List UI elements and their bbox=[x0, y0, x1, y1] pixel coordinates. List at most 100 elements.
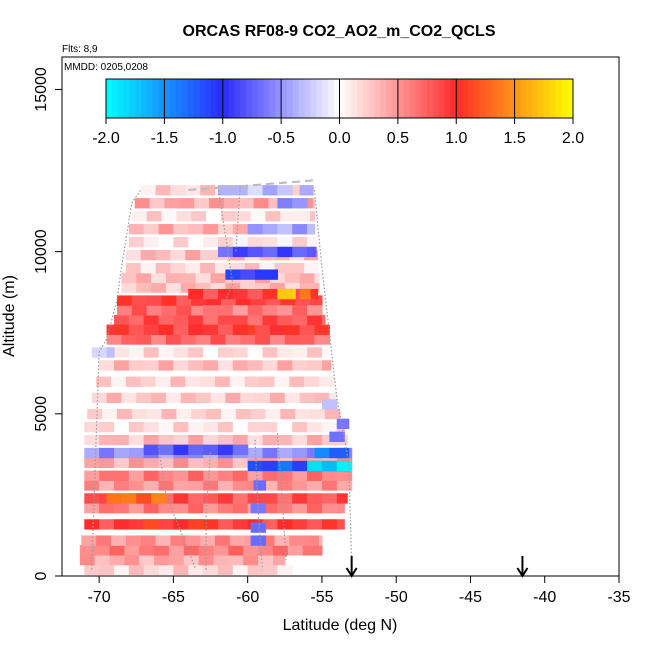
heatmap-cell bbox=[318, 535, 323, 546]
heatmap-patch-cell bbox=[292, 460, 308, 472]
heatmap-patch-cell bbox=[292, 288, 296, 300]
heatmap-cell bbox=[262, 314, 278, 326]
heatmap-cell bbox=[161, 408, 177, 420]
heatmap-cell bbox=[158, 314, 174, 326]
heatmap-cell bbox=[99, 434, 115, 446]
heatmap-patch-cell bbox=[277, 198, 293, 209]
colorbar-segment bbox=[508, 79, 516, 118]
heatmap-cell bbox=[185, 376, 201, 387]
heatmap-cell bbox=[109, 554, 125, 566]
heatmap-cell bbox=[269, 324, 286, 335]
colorbar-segment bbox=[321, 79, 329, 118]
colorbar-segment bbox=[514, 79, 521, 118]
heatmap-cell bbox=[235, 408, 252, 420]
heatmap-patch-cell bbox=[173, 444, 189, 455]
heatmap-cell bbox=[180, 282, 197, 293]
heatmap-cell bbox=[203, 457, 219, 468]
heatmap-cell bbox=[173, 347, 189, 358]
heatmap-cell bbox=[128, 519, 145, 530]
heatmap-cell bbox=[277, 519, 293, 530]
heatmap-patch-cell bbox=[232, 246, 249, 258]
heatmap-cell bbox=[244, 262, 261, 274]
heatmap-cell bbox=[250, 295, 267, 306]
colorbar-segment bbox=[193, 79, 200, 118]
heatmap-cell bbox=[168, 545, 185, 556]
heatmap-cell bbox=[96, 535, 112, 546]
heatmap-patch-cell bbox=[277, 305, 293, 316]
heatmap-cell bbox=[240, 334, 256, 345]
heatmap-cell bbox=[258, 545, 274, 556]
heatmap-patch-cell bbox=[250, 535, 267, 546]
colorbar-segment bbox=[462, 79, 469, 118]
heatmap-cell bbox=[96, 376, 112, 387]
heatmap-cell bbox=[151, 392, 167, 404]
heatmap-cell bbox=[321, 503, 338, 514]
heatmap-cell bbox=[131, 305, 148, 316]
heatmap-cell bbox=[277, 434, 293, 446]
colorbar-segment bbox=[386, 79, 393, 118]
colorbar-segment bbox=[129, 79, 136, 118]
heatmap-cell bbox=[125, 250, 142, 261]
heatmap-cell bbox=[265, 408, 281, 420]
down-arrow-icon bbox=[345, 556, 358, 578]
heatmap-cell bbox=[84, 519, 100, 530]
colorbar-segment bbox=[444, 79, 451, 118]
heatmap-cell bbox=[262, 480, 278, 491]
heatmap-patch-cell bbox=[277, 288, 293, 300]
heatmap-cell bbox=[232, 314, 249, 326]
heatmap-patch-cell bbox=[269, 269, 278, 280]
heatmap-cell bbox=[151, 334, 167, 345]
heatmap-cell bbox=[143, 237, 160, 248]
heatmap-cells bbox=[79, 185, 353, 575]
colorbar-segment bbox=[170, 79, 177, 118]
heatmap-patch-cell bbox=[247, 185, 264, 196]
heatmap-cell bbox=[314, 324, 330, 335]
heatmap-cell bbox=[289, 376, 305, 387]
heatmap-cell bbox=[158, 564, 174, 575]
heatmap-cell bbox=[289, 262, 305, 274]
heatmap-cell bbox=[158, 503, 174, 514]
heatmap-cell bbox=[155, 535, 172, 546]
heatmap-cell bbox=[158, 347, 174, 358]
heatmap-cell bbox=[173, 224, 189, 235]
heatmap-cell bbox=[287, 545, 304, 556]
heatmap-cell bbox=[188, 470, 204, 481]
heatmap-patch-cell bbox=[188, 519, 204, 530]
heatmap-cell bbox=[280, 295, 296, 306]
heatmap-cell bbox=[180, 392, 197, 404]
heatmap-cell bbox=[314, 272, 320, 284]
colorbar-segment bbox=[362, 79, 370, 118]
colorbar-segment bbox=[216, 79, 224, 118]
heatmap-cell bbox=[102, 408, 118, 420]
heatmap-cell bbox=[99, 503, 115, 514]
colorbar-segment bbox=[281, 79, 288, 118]
colorbar-segment bbox=[543, 79, 551, 118]
heatmap-cell bbox=[113, 503, 130, 514]
heatmap-cell bbox=[217, 493, 234, 504]
heatmap-cell bbox=[121, 392, 137, 404]
heatmap-cell bbox=[269, 282, 286, 293]
heatmap-cell bbox=[125, 262, 142, 274]
heatmap-patch-cell bbox=[143, 519, 160, 530]
heatmap-cell bbox=[188, 503, 204, 514]
heatmap-cell bbox=[128, 564, 145, 575]
heatmap-patch-cell bbox=[344, 447, 350, 459]
heatmap-cell bbox=[269, 334, 286, 345]
heatmap-cell bbox=[336, 519, 345, 530]
heatmap-cell bbox=[173, 421, 189, 433]
heatmap-cell bbox=[277, 347, 293, 358]
chart-title: ORCAS RF08-9 CO2_AO2_m_CO2_QCLS bbox=[183, 23, 496, 40]
heatmap-patch-cell bbox=[143, 444, 160, 455]
colorbar-tick-label: 1.5 bbox=[504, 130, 526, 147]
heatmap-cell bbox=[113, 347, 130, 358]
colorbar-segment bbox=[117, 79, 125, 118]
colorbar-segment bbox=[251, 79, 259, 118]
heatmap-cell bbox=[321, 360, 332, 371]
heatmap-cell bbox=[143, 434, 160, 446]
heatmap-cell bbox=[228, 554, 244, 566]
heatmap-cell bbox=[203, 493, 219, 504]
heatmap-cell bbox=[299, 324, 316, 335]
heatmap-cell bbox=[139, 554, 155, 566]
colorbar-tick-label: -1.5 bbox=[151, 130, 179, 147]
heatmap-cell bbox=[116, 305, 133, 316]
